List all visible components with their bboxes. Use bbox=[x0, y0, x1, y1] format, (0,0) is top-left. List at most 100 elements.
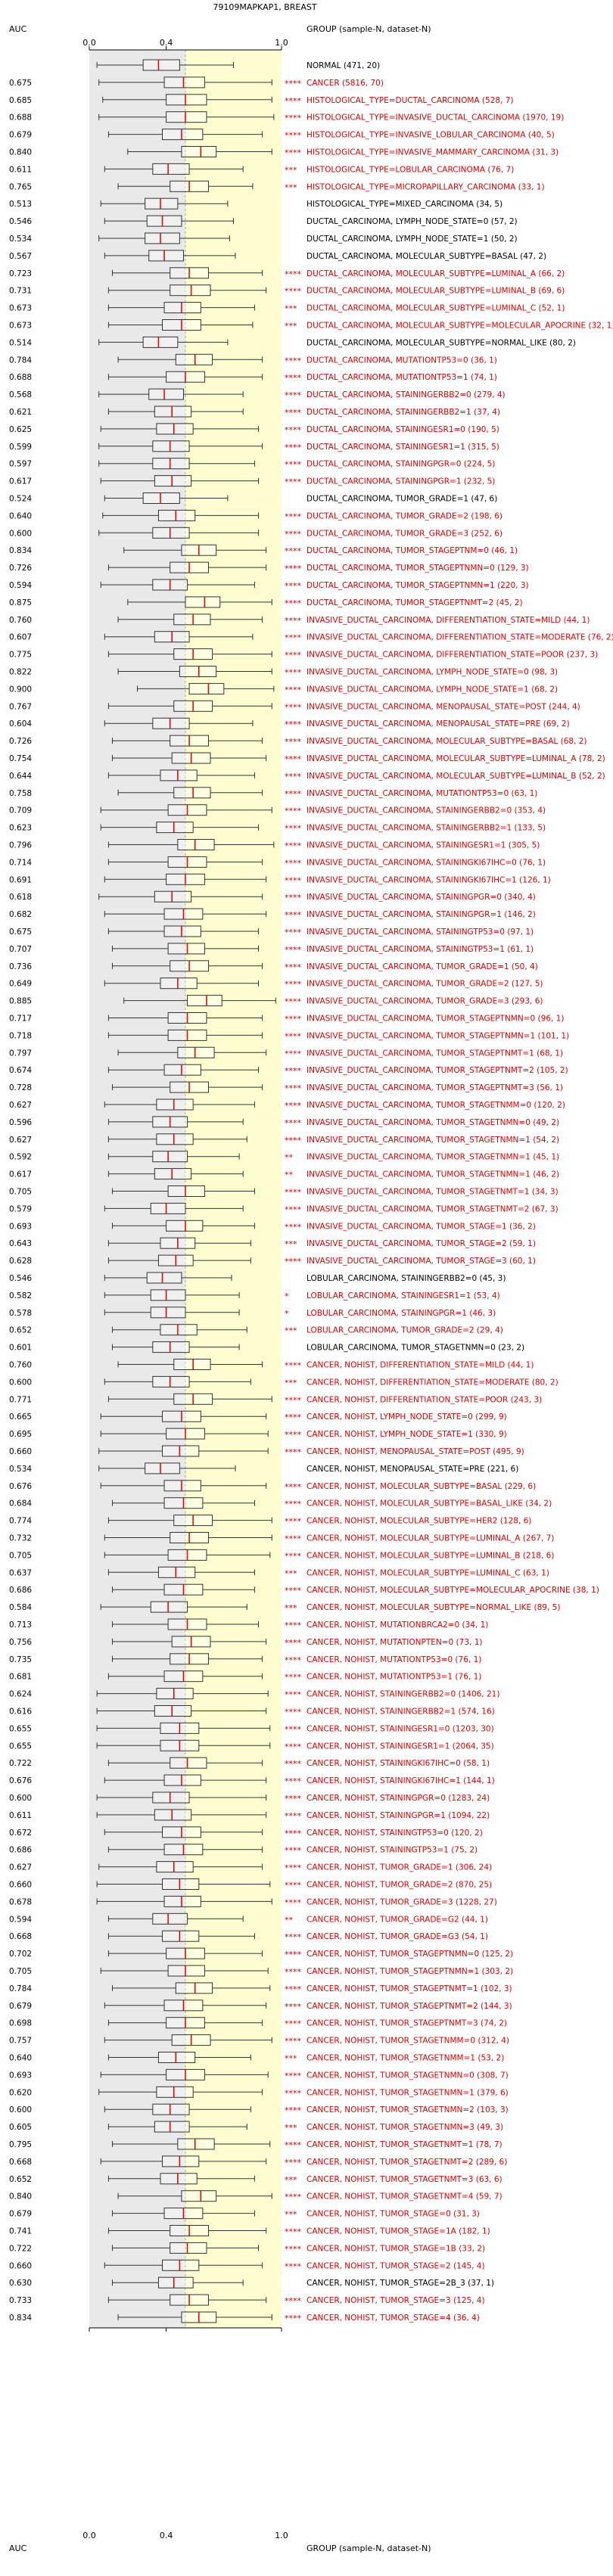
plot-background bbox=[89, 50, 282, 2328]
auc-value: 0.760 bbox=[9, 1361, 32, 1370]
table-row: 0.628 **** INVASIVE_DUCTAL_CARCINOMA, TUMO… bbox=[9, 1254, 536, 1266]
box bbox=[166, 111, 207, 123]
group-label: DUCTAL_CARCINOMA, MUTATIONTP53=1 (74, 1) bbox=[306, 373, 497, 382]
header-bottom: AUC GROUP (sample-N, dataset-N) bbox=[9, 2543, 431, 2553]
group-label: HISTOLOGICAL_TYPE=INVASIVE_DUCTAL_CARCIN… bbox=[306, 113, 564, 123]
group-label: INVASIVE_DUCTAL_CARCINOMA, TUMOR_STAGE=2… bbox=[306, 1239, 536, 1248]
group-label: INVASIVE_DUCTAL_CARCINOMA, STAININGKI67I… bbox=[306, 858, 546, 867]
group-label: CANCER, NOHIST, MENOPAUSAL_STATE=POST (4… bbox=[306, 1447, 524, 1456]
group-label: CANCER, NOHIST, TUMOR_STAGE=4 (36, 4) bbox=[306, 2313, 480, 2323]
group-label: DUCTAL_CARCINOMA, TUMOR_GRADE=2 (198, 6) bbox=[306, 511, 503, 520]
group-label: CANCER, NOHIST, TUMOR_STAGETNMM=1 (53, 2… bbox=[306, 2054, 504, 2063]
box bbox=[170, 284, 211, 297]
group-label: INVASIVE_DUCTAL_CARCINOMA, TUMOR_STAGEPT… bbox=[306, 1083, 563, 1092]
box bbox=[152, 717, 190, 729]
box bbox=[152, 527, 190, 539]
table-row: 0.679 *** CANCER, NOHIST, TUMOR_STAGE=0 (3… bbox=[9, 2208, 480, 2220]
group-label: INVASIVE_DUCTAL_CARCINOMA, STAININGERBB2… bbox=[306, 824, 546, 833]
auc-value: 0.600 bbox=[9, 1378, 32, 1387]
significance-stars: **** bbox=[285, 2227, 302, 2237]
auc-value: 0.600 bbox=[9, 529, 32, 538]
box bbox=[152, 1151, 188, 1163]
significance-stars: **** bbox=[285, 2261, 302, 2271]
group-label: CANCER, NOHIST, DIFFERENTIATION_STATE=PO… bbox=[306, 1395, 542, 1404]
auc-value: 0.607 bbox=[9, 633, 32, 642]
auc-value: 0.695 bbox=[9, 1430, 32, 1439]
group-label: CANCER, NOHIST, STAININGESR1=0 (1203, 30… bbox=[306, 1724, 494, 1733]
table-row: 0.660 **** CANCER, NOHIST, MENOPAUSAL_STAT… bbox=[9, 1445, 524, 1457]
table-row: 0.649 **** INVASIVE_DUCTAL_CARCINOMA, TUMO… bbox=[9, 977, 543, 990]
group-label: CANCER, NOHIST, TUMOR_STAGETNMT=4 (59, 7… bbox=[306, 2192, 503, 2202]
table-row: 0.643 *** INVASIVE_DUCTAL_CARCINOMA, TUMOR… bbox=[9, 1237, 536, 1249]
auc-value: 0.784 bbox=[9, 1984, 32, 1993]
group-label: INVASIVE_DUCTAL_CARCINOMA, TUMOR_GRADE=2… bbox=[306, 980, 543, 989]
significance-stars: **** bbox=[285, 425, 302, 435]
table-row: 0.756 **** CANCER, NOHIST, MUTATIONPTEN=0 … bbox=[9, 1636, 482, 1648]
auc-value: 0.756 bbox=[9, 1638, 32, 1647]
table-row: 0.655 **** CANCER, NOHIST, STAININGESR1=0 … bbox=[9, 1722, 494, 1734]
box bbox=[152, 1913, 188, 1925]
significance-stars: **** bbox=[285, 373, 302, 383]
auc-value: 0.665 bbox=[9, 1412, 32, 1422]
auc-value: 0.834 bbox=[9, 546, 32, 555]
group-label: DUCTAL_CARCINOMA, STAININGERBB2=0 (279, … bbox=[306, 390, 506, 399]
group-label: INVASIVE_DUCTAL_CARCINOMA, TUMOR_STAGETN… bbox=[306, 1153, 559, 1162]
group-label: DUCTAL_CARCINOMA, MUTATIONTP53=0 (36, 1) bbox=[306, 356, 497, 365]
group-label: INVASIVE_DUCTAL_CARCINOMA, MOLECULAR_SUB… bbox=[306, 737, 587, 746]
box bbox=[156, 1688, 194, 1700]
auc-value: 0.582 bbox=[9, 1291, 32, 1300]
auc-value: 0.679 bbox=[9, 131, 32, 140]
table-row: 0.600 **** DUCTAL_CARCINOMA, TUMOR_GRADE=3… bbox=[9, 527, 503, 539]
significance-stars: **** bbox=[285, 1412, 302, 1422]
auc-value: 0.611 bbox=[9, 165, 32, 174]
boxplot-rows: NORMAL (471, 20)0.675 **** CANCER (5816, 7… bbox=[9, 59, 613, 2323]
table-row: 0.604 **** INVASIVE_DUCTAL_CARCINOMA, MENO… bbox=[9, 717, 570, 729]
auc-value: 0.534 bbox=[9, 235, 32, 244]
table-row: 0.660 **** CANCER, NOHIST, TUMOR_GRADE=2 (… bbox=[9, 1878, 492, 1891]
significance-stars: **** bbox=[285, 1690, 302, 1700]
significance-stars: ** bbox=[285, 1153, 294, 1163]
auc-value: 0.534 bbox=[9, 1465, 32, 1474]
table-row: 0.546 LOBULAR_CARCINOMA, STAININGERBB2=0 … bbox=[9, 1272, 506, 1284]
table-row: 0.618 **** INVASIVE_DUCTAL_CARCINOMA, STAI… bbox=[9, 890, 536, 903]
group-label: CANCER, NOHIST, MOLECULAR_SUBTYPE=LUMINA… bbox=[306, 1534, 554, 1543]
table-row: 0.594 **** DUCTAL_CARCINOMA, TUMOR_STAGEPT… bbox=[9, 579, 529, 591]
group-label: CANCER, NOHIST, TUMOR_STAGE=2B_3 (37, 1) bbox=[306, 2279, 494, 2288]
significance-stars: **** bbox=[285, 702, 302, 712]
group-label: CANCER, NOHIST, TUMOR_STAGEPTNMT=3 (74, … bbox=[306, 2019, 507, 2028]
auc-value: 0.728 bbox=[9, 1083, 32, 1092]
group-label: CANCER, NOHIST, TUMOR_GRADE=2 (870, 25) bbox=[306, 1881, 492, 1890]
group-label: INVASIVE_DUCTAL_CARCINOMA, DIFFERENTIATI… bbox=[306, 651, 598, 660]
table-row: 0.627 **** INVASIVE_DUCTAL_CARCINOMA, TUMO… bbox=[9, 1133, 559, 1145]
group-label: INVASIVE_DUCTAL_CARCINOMA, STAININGPGR=0… bbox=[306, 893, 536, 902]
table-row: 0.784 **** DUCTAL_CARCINOMA, MUTATIONTP53=… bbox=[9, 353, 497, 365]
significance-stars: **** bbox=[285, 113, 302, 123]
auc-value: 0.736 bbox=[9, 962, 32, 971]
significance-stars: * bbox=[285, 1309, 289, 1319]
group-label: INVASIVE_DUCTAL_CARCINOMA, TUMOR_STAGE=1… bbox=[306, 1222, 536, 1231]
significance-stars: **** bbox=[285, 1794, 302, 1804]
significance-stars: **** bbox=[285, 511, 302, 521]
table-row: 0.714 **** INVASIVE_DUCTAL_CARCINOMA, STAI… bbox=[9, 856, 546, 868]
auc-value: 0.643 bbox=[9, 1239, 32, 1248]
table-row: 0.685 **** HISTOLOGICAL_TYPE=DUCTAL_CARCIN… bbox=[9, 94, 514, 106]
group-label: DUCTAL_CARCINOMA, TUMOR_STAGEPTNMN=1 (22… bbox=[306, 581, 529, 590]
auc-value: 0.524 bbox=[9, 495, 32, 504]
table-row: 0.885 **** INVASIVE_DUCTAL_CARCINOMA, TUMO… bbox=[9, 995, 543, 1007]
table-row: 0.775 **** INVASIVE_DUCTAL_CARCINOMA, DIFF… bbox=[9, 648, 598, 660]
box bbox=[157, 1566, 196, 1578]
auc-value: 0.682 bbox=[9, 910, 32, 919]
box bbox=[154, 406, 192, 418]
group-label: CANCER, NOHIST, LYMPH_NODE_STATE=0 (299,… bbox=[306, 1412, 507, 1422]
x-axis-ticks: 0.0 0.4 1.0 0.0 0.4 1.0 bbox=[82, 38, 288, 2540]
significance-stars: **** bbox=[285, 2296, 302, 2306]
auc-value: 0.675 bbox=[9, 79, 32, 88]
group-label: INVASIVE_DUCTAL_CARCINOMA, STAININGERBB2… bbox=[306, 806, 546, 816]
table-row: NORMAL (471, 20) bbox=[96, 59, 380, 71]
significance-stars: **** bbox=[285, 1188, 302, 1198]
box bbox=[181, 2190, 217, 2202]
table-row: 0.584 *** CANCER, NOHIST, MOLECULAR_SUBTYP… bbox=[9, 1601, 560, 1613]
table-row: 0.682 **** INVASIVE_DUCTAL_CARCINOMA, STAI… bbox=[9, 908, 536, 920]
auc-value: 0.675 bbox=[9, 928, 32, 937]
auc-value: 0.757 bbox=[9, 2037, 32, 2046]
